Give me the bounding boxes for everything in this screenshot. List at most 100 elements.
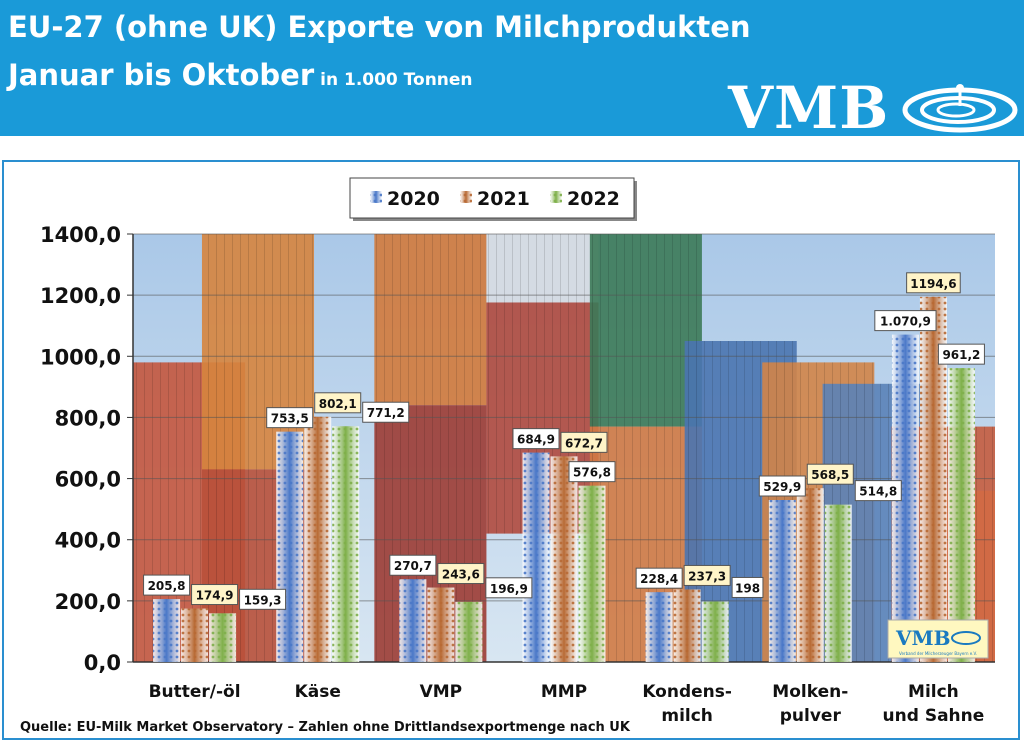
legend-swatch-pattern	[370, 191, 382, 203]
data-label: 1.070,9	[880, 315, 931, 329]
legend-swatch-pattern	[460, 191, 472, 203]
y-tick-label: 400,0	[55, 529, 121, 553]
data-label-box	[731, 576, 764, 598]
x-tick-label: Milch	[908, 682, 959, 702]
data-label-box	[143, 574, 191, 596]
chart-subtitle: Januar bis Oktober in 1.000 Tonnen	[8, 58, 473, 92]
bar-pattern	[768, 500, 796, 662]
chart-title: EU-27 (ohne UK) Exporte von Milchprodukt…	[8, 10, 751, 44]
y-tick-label: 0,0	[84, 651, 121, 675]
data-label-box	[937, 343, 985, 365]
data-label-box	[683, 564, 731, 586]
data-label: 270,7	[394, 559, 432, 573]
x-tick-label: Käse	[295, 682, 341, 702]
data-label: 753,5	[271, 412, 309, 426]
bar-pattern	[550, 456, 578, 662]
data-label-box	[362, 401, 410, 423]
data-label-box	[389, 554, 437, 576]
swirl-logo-icon	[902, 84, 1018, 133]
data-label-box	[874, 310, 937, 332]
unit-label: in 1.000 Tonnen	[320, 70, 473, 90]
data-label-box	[266, 407, 314, 429]
watermark-box	[887, 619, 989, 659]
vmb-logo: VMB	[728, 74, 890, 142]
data-label-box	[437, 563, 485, 585]
bar-pattern	[209, 613, 237, 662]
y-tick-label: 600,0	[55, 468, 121, 492]
bar-pattern	[399, 579, 427, 662]
legend-swatch-pattern	[550, 191, 562, 203]
x-tick-label: Molken-	[772, 682, 848, 702]
data-label-box	[485, 577, 533, 599]
data-label-box	[758, 475, 806, 497]
bar-pattern	[701, 601, 729, 662]
bar-pattern	[276, 431, 304, 662]
data-label: 568,5	[811, 468, 849, 482]
legend	[349, 177, 635, 219]
y-tick-label: 1200,0	[40, 284, 121, 308]
data-label: 576,8	[573, 466, 611, 480]
background-container-ribs	[486, 234, 599, 303]
bar-pattern	[578, 485, 606, 662]
data-label: 1194,6	[910, 277, 956, 291]
data-label: 198	[735, 581, 760, 595]
source-note: Quelle: EU-Milk Market Observatory – Zah…	[20, 720, 630, 735]
data-label: 672,7	[565, 436, 603, 450]
data-label: 771,2	[367, 406, 405, 420]
data-label: 174,9	[196, 589, 234, 603]
watermark-logo: VMB	[895, 626, 951, 650]
data-label-box	[806, 463, 854, 485]
y-tick-label: 1000,0	[40, 345, 121, 369]
data-label: 159,3	[244, 593, 282, 607]
y-tick-label: 800,0	[55, 406, 121, 430]
background-container-ribs	[201, 234, 315, 470]
background-container-ribs	[589, 234, 702, 427]
y-tick-label: 200,0	[55, 590, 121, 614]
data-label: 961,2	[942, 348, 980, 362]
x-tick-label: VMP	[420, 682, 463, 702]
x-tick-label: MMP	[541, 682, 587, 702]
x-tick-label: pulver	[780, 706, 842, 726]
legend-entry: 2020	[387, 188, 440, 210]
data-label: 237,3	[688, 569, 726, 583]
data-label-box	[635, 567, 683, 589]
data-label-box	[191, 584, 239, 606]
data-label: 228,4	[640, 572, 678, 586]
x-tick-label: milch	[661, 706, 713, 726]
bar-pattern	[332, 426, 360, 662]
data-label: 243,6	[442, 568, 480, 582]
header-banner: EU-27 (ohne UK) Exporte von Milchprodukt…	[0, 0, 1024, 142]
y-tick-label: 1400,0	[40, 223, 121, 247]
bar-pattern	[153, 599, 181, 662]
legend-entry: 2021	[477, 188, 530, 210]
legend-entry: 2022	[567, 188, 620, 210]
data-label: 529,9	[763, 480, 801, 494]
data-label: 802,1	[319, 397, 357, 411]
watermark-swirl-icon	[951, 631, 981, 645]
data-label: 196,9	[490, 582, 528, 596]
subtitle-period: Januar bis Oktober	[8, 58, 315, 92]
data-label-box	[560, 431, 608, 453]
bar-pattern	[181, 608, 209, 662]
data-label: 205,8	[148, 579, 186, 593]
bar-pattern	[427, 587, 455, 662]
bar-pattern	[304, 416, 332, 662]
data-label-box	[568, 461, 616, 483]
bar-pattern	[455, 601, 483, 662]
bar-pattern	[824, 504, 852, 662]
data-label-box	[314, 392, 362, 414]
data-label-box	[854, 480, 902, 502]
bar-pattern	[947, 368, 975, 662]
x-tick-label: und Sahne	[883, 706, 985, 726]
data-label-box	[906, 272, 961, 294]
bar-pattern	[522, 452, 550, 662]
data-label: 684,9	[517, 433, 555, 447]
data-label-box	[239, 588, 287, 610]
bar-pattern	[673, 589, 701, 662]
bar-pattern	[645, 592, 673, 662]
data-label: 514,8	[859, 485, 897, 499]
x-tick-label: Kondens-	[642, 682, 732, 702]
bar-pattern	[796, 488, 824, 662]
background-container-ribs	[374, 234, 487, 406]
